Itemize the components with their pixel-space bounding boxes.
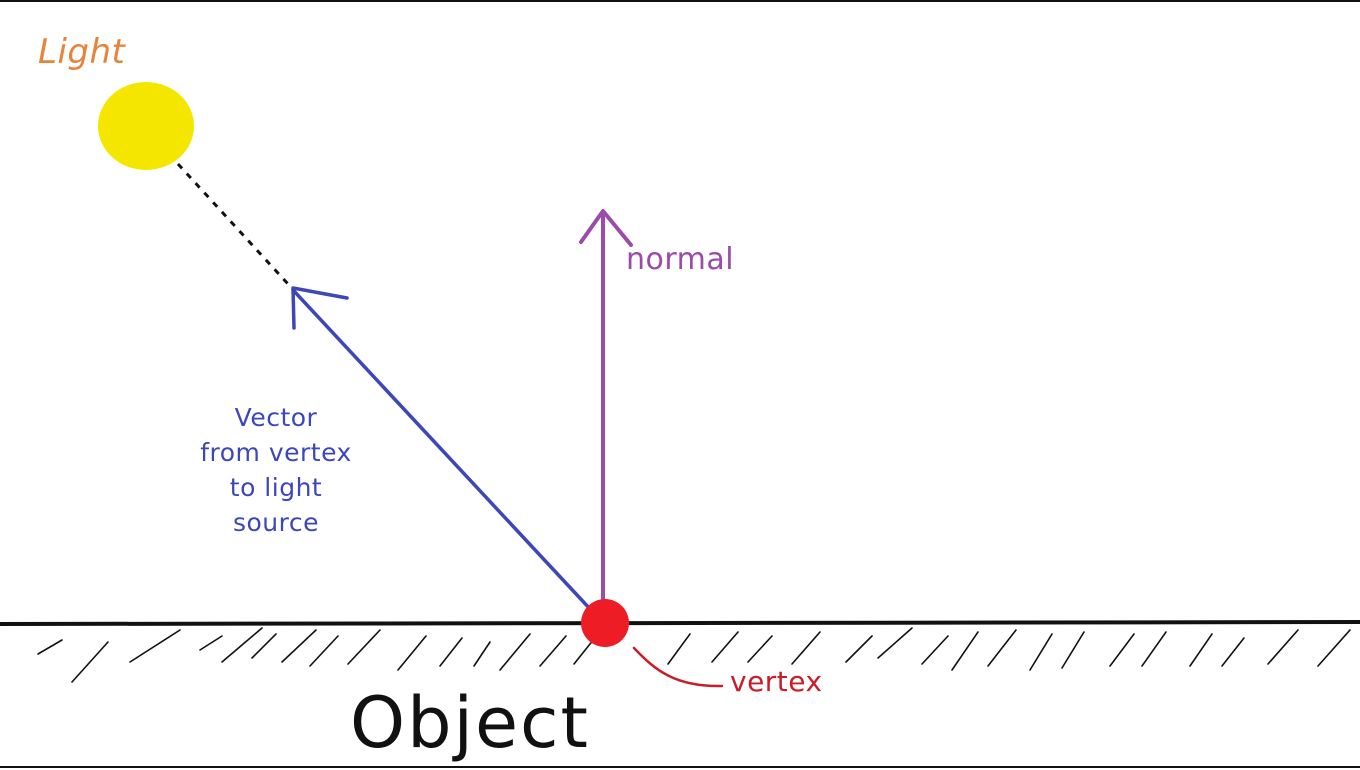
light-label: Light <box>38 32 126 72</box>
light-vector-label-line: Vector <box>234 403 318 432</box>
surface-line <box>0 620 1360 626</box>
surface-hatching <box>37 627 1351 683</box>
normal-label: normal <box>626 242 735 277</box>
light-vector-label-line: from vertex <box>200 438 352 467</box>
light-vector-label-line: source <box>232 508 320 537</box>
light-source-circle <box>98 82 194 170</box>
light-vector-line <box>291 288 593 612</box>
light-vector-label: Vector from vertex to light source <box>176 400 376 540</box>
object-label: Object <box>350 682 590 764</box>
vertex-pointer-line <box>632 646 724 688</box>
vertex-point <box>581 599 629 647</box>
light-vector-arrowhead <box>291 286 349 330</box>
normal-vector-arrowhead <box>579 209 633 247</box>
vertex-label: vertex <box>730 665 823 698</box>
light-dotted-line <box>176 162 290 286</box>
light-vector-label-line: to light <box>229 473 323 502</box>
